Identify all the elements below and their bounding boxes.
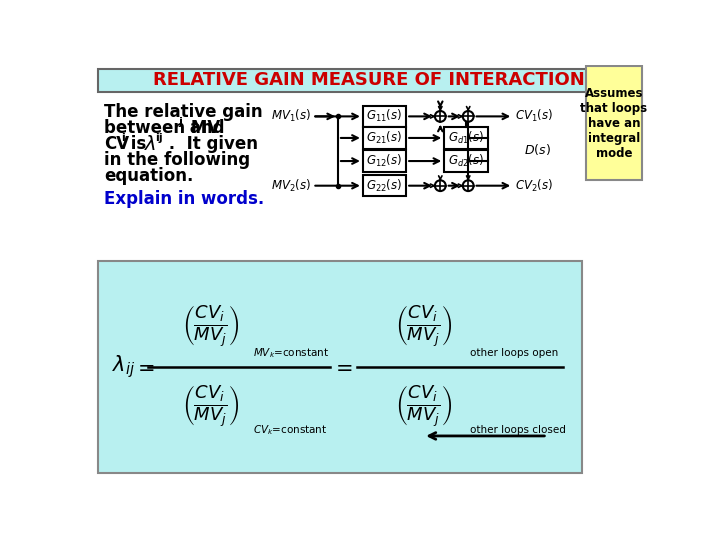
Text: $G_{22}(s)$: $G_{22}(s)$: [366, 178, 402, 194]
Text: The relative gain: The relative gain: [104, 103, 263, 122]
Text: $CV_k$=constant: $CV_k$=constant: [253, 423, 327, 437]
Text: i: i: [121, 133, 125, 143]
Circle shape: [435, 180, 446, 191]
Text: .  It given: . It given: [163, 135, 258, 153]
Text: other loops open: other loops open: [469, 348, 558, 358]
Text: equation.: equation.: [104, 167, 194, 185]
Bar: [363, 106, 406, 127]
Circle shape: [435, 111, 446, 122]
Text: $\lambda_{ij}$: $\lambda_{ij}$: [112, 353, 135, 380]
Text: $\left(\dfrac{CV_i}{MV_j}\right)$: $\left(\dfrac{CV_i}{MV_j}\right)$: [181, 384, 238, 429]
Text: other loops closed: other loops closed: [469, 425, 566, 435]
Bar: [363, 175, 406, 197]
Text: ij: ij: [155, 133, 163, 143]
Text: $MV_2(s)$: $MV_2(s)$: [271, 178, 311, 194]
Text: $\left(\dfrac{CV_i}{MV_j}\right)$: $\left(\dfrac{CV_i}{MV_j}\right)$: [395, 384, 451, 429]
Text: $MV_1(s)$: $MV_1(s)$: [271, 109, 311, 124]
Bar: [444, 127, 487, 149]
Bar: [98, 261, 582, 473]
Text: $G_{11}(s)$: $G_{11}(s)$: [366, 109, 402, 124]
Text: Explain in words.: Explain in words.: [104, 190, 264, 207]
Circle shape: [463, 180, 474, 191]
Text: $MV_k$=constant: $MV_k$=constant: [253, 346, 329, 360]
Text: $D(s)$: $D(s)$: [524, 142, 551, 157]
Text: j: j: [179, 117, 182, 127]
Text: $\left(\dfrac{CV_i}{MV_j}\right)$: $\left(\dfrac{CV_i}{MV_j}\right)$: [181, 304, 238, 349]
Text: $\lambda$: $\lambda$: [144, 135, 157, 154]
Bar: [444, 150, 487, 172]
Bar: [363, 127, 406, 149]
Text: $G_{d1}(s)$: $G_{d1}(s)$: [448, 130, 484, 146]
Text: $G_{21}(s)$: $G_{21}(s)$: [366, 130, 402, 146]
Text: CV: CV: [104, 135, 129, 153]
Text: RELATIVE GAIN MEASURE OF INTERACTION: RELATIVE GAIN MEASURE OF INTERACTION: [153, 71, 585, 89]
Circle shape: [463, 111, 474, 122]
Bar: [363, 150, 406, 172]
Bar: [586, 66, 642, 180]
Text: is: is: [125, 135, 152, 153]
Text: and: and: [184, 119, 224, 137]
Text: between MV: between MV: [104, 119, 220, 137]
Text: $CV_2(s)$: $CV_2(s)$: [515, 178, 553, 194]
Text: $\left(\dfrac{CV_i}{MV_j}\right)$: $\left(\dfrac{CV_i}{MV_j}\right)$: [395, 304, 451, 349]
Text: $G_{12}(s)$: $G_{12}(s)$: [366, 153, 402, 169]
Text: $=$: $=$: [133, 356, 155, 376]
Text: Assumes
that loops
have an
integral
mode: Assumes that loops have an integral mode: [580, 87, 647, 160]
Bar: [98, 69, 640, 92]
Text: $CV_1(s)$: $CV_1(s)$: [515, 109, 553, 124]
Text: in the following: in the following: [104, 151, 250, 169]
Text: $=$: $=$: [331, 356, 353, 376]
Text: $G_{d2}(s)$: $G_{d2}(s)$: [448, 153, 484, 169]
